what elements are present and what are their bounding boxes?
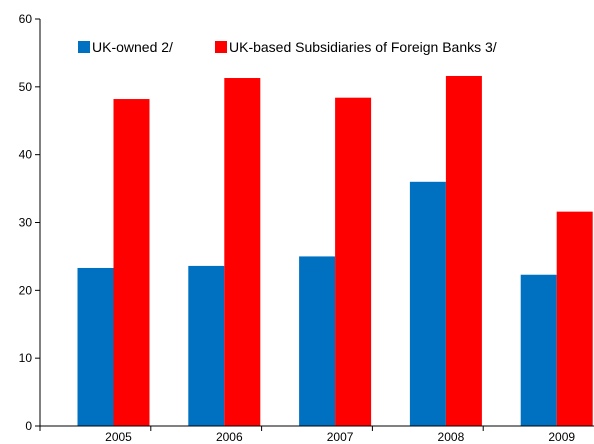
bar-uk-owned-2009 (520, 274, 557, 426)
y-tick-label: 60 (19, 12, 33, 26)
x-tick-label: 2009 (548, 430, 575, 444)
y-tick-label: 20 (19, 283, 33, 297)
bar-uk-based-subsidiaries-2007 (335, 97, 372, 426)
legend: UK-owned 2/ UK-based Subsidiaries of For… (78, 39, 497, 55)
axes: 0 10 20 30 40 50 60 2005 2006 2007 2008 2009 (19, 12, 594, 444)
x-tick-label: 2007 (327, 430, 354, 444)
bar-uk-based-subsidiaries-2005 (113, 99, 150, 426)
bar-uk-owned-2008 (409, 181, 446, 426)
bar-uk-owned-2007 (299, 256, 336, 426)
legend-label-uk-based-subsidiaries: UK-based Subsidiaries of Foreign Banks 3… (229, 39, 497, 55)
x-tick-label: 2006 (216, 430, 243, 444)
bar-uk-based-subsidiaries-2008 (445, 75, 482, 426)
y-tick-label: 0 (25, 419, 32, 433)
legend-swatch-uk-owned (78, 41, 90, 53)
bars (77, 75, 593, 426)
legend-swatch-uk-based-subsidiaries (215, 41, 227, 53)
x-tick-label: 2005 (105, 430, 132, 444)
y-tick-label: 30 (19, 216, 33, 230)
bar-uk-owned-2006 (188, 265, 225, 426)
y-tick-label: 50 (19, 80, 33, 94)
bar-uk-based-subsidiaries-2009 (556, 211, 593, 426)
bar-uk-based-subsidiaries-2006 (224, 78, 261, 426)
x-tick-label: 2008 (438, 430, 465, 444)
legend-label-uk-owned: UK-owned 2/ (92, 39, 173, 55)
y-tick-label: 40 (19, 148, 33, 162)
y-tick-label: 10 (19, 351, 33, 365)
bar-uk-owned-2005 (77, 267, 114, 426)
